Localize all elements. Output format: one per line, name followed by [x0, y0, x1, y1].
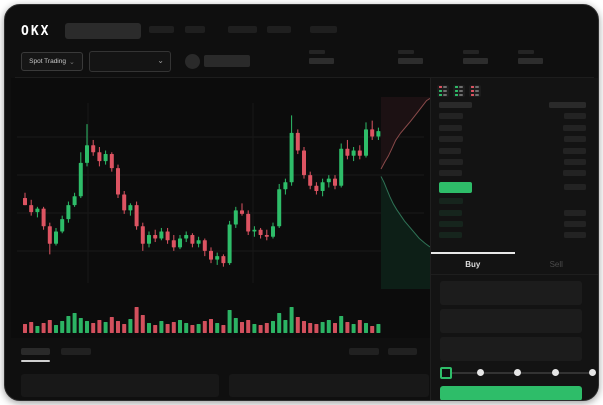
nav-item-placeholder[interactable] — [267, 26, 291, 33]
orderbook-row[interactable] — [439, 232, 586, 239]
orderbook-row[interactable] — [439, 102, 586, 108]
coin-avatar — [185, 54, 200, 69]
orderbook-view-combined-icon[interactable] — [437, 85, 449, 97]
orderbook-row[interactable] — [439, 158, 586, 165]
chevron-down-icon: ⌄ — [68, 58, 75, 66]
bottom-tab-active[interactable] — [21, 348, 50, 355]
orderbook-row[interactable] — [439, 198, 586, 205]
stat-value-placeholder — [463, 58, 488, 64]
orderbook-row[interactable] — [439, 136, 586, 143]
divider — [430, 78, 431, 400]
stat-value-placeholder — [398, 58, 423, 64]
bottom-tab[interactable] — [61, 348, 91, 355]
orderbook-row[interactable] — [439, 147, 586, 154]
okx-logo: OKX — [21, 23, 51, 40]
active-tab-underline — [21, 360, 50, 362]
slider-handle[interactable] — [440, 367, 452, 379]
bottom-action-placeholder[interactable] — [349, 348, 379, 355]
stat-value-placeholder — [518, 58, 543, 64]
stat-label-placeholder — [463, 50, 479, 54]
nav-item-placeholder[interactable] — [185, 26, 205, 33]
total-input[interactable] — [440, 337, 582, 361]
stat-label-placeholder — [398, 50, 414, 54]
market-type-dropdown[interactable]: Spot Trading ⌄ — [21, 52, 83, 71]
bottom-action-placeholder[interactable] — [388, 348, 417, 355]
nav-item-placeholder[interactable] — [149, 26, 174, 33]
price-chart[interactable] — [11, 93, 430, 338]
pair-name-placeholder — [204, 55, 250, 67]
orderbook-view-bids-icon[interactable] — [453, 85, 465, 97]
tab-buy[interactable]: Buy — [431, 252, 515, 274]
slider-stop[interactable] — [551, 369, 559, 376]
slider-stop[interactable] — [514, 369, 522, 376]
bottom-panel-placeholder — [21, 374, 219, 397]
orderbook-view-asks-icon[interactable] — [469, 85, 481, 97]
divider — [15, 77, 594, 78]
chevron-down-icon: ⌄ — [157, 56, 164, 65]
chart-region — [11, 78, 430, 338]
slider-stop[interactable] — [477, 369, 485, 376]
last-price-row[interactable] — [439, 181, 586, 193]
slider-stop[interactable] — [588, 369, 596, 376]
bottom-panel-placeholder — [229, 374, 429, 397]
orderbook-row[interactable] — [439, 170, 586, 177]
stat-label-placeholder — [309, 50, 325, 54]
buy-submit-button[interactable] — [440, 386, 582, 400]
amount-input[interactable] — [440, 309, 582, 333]
stat-value-placeholder — [309, 58, 334, 64]
trade-tabs: Buy Sell — [431, 252, 598, 275]
nav-item-placeholder[interactable] — [228, 26, 257, 33]
orderbook-rows[interactable] — [439, 102, 586, 244]
orderbook-row[interactable] — [439, 124, 586, 131]
nav-item-placeholder[interactable] — [310, 26, 337, 33]
orderbook-row[interactable] — [439, 220, 586, 227]
price-input[interactable] — [440, 281, 582, 305]
orderbook-row[interactable] — [439, 113, 586, 120]
app-window: OKX Spot Trading ⌄ ⌄ — [4, 4, 599, 401]
stat-label-placeholder — [518, 50, 534, 54]
orderbook-row[interactable] — [439, 209, 586, 216]
pair-dropdown[interactable]: ⌄ — [89, 51, 171, 72]
market-type-label: Spot Trading — [29, 58, 66, 65]
search-input[interactable] — [65, 23, 141, 39]
tab-sell[interactable]: Sell — [549, 259, 563, 269]
orderbook-panel: Buy Sell — [431, 78, 598, 400]
